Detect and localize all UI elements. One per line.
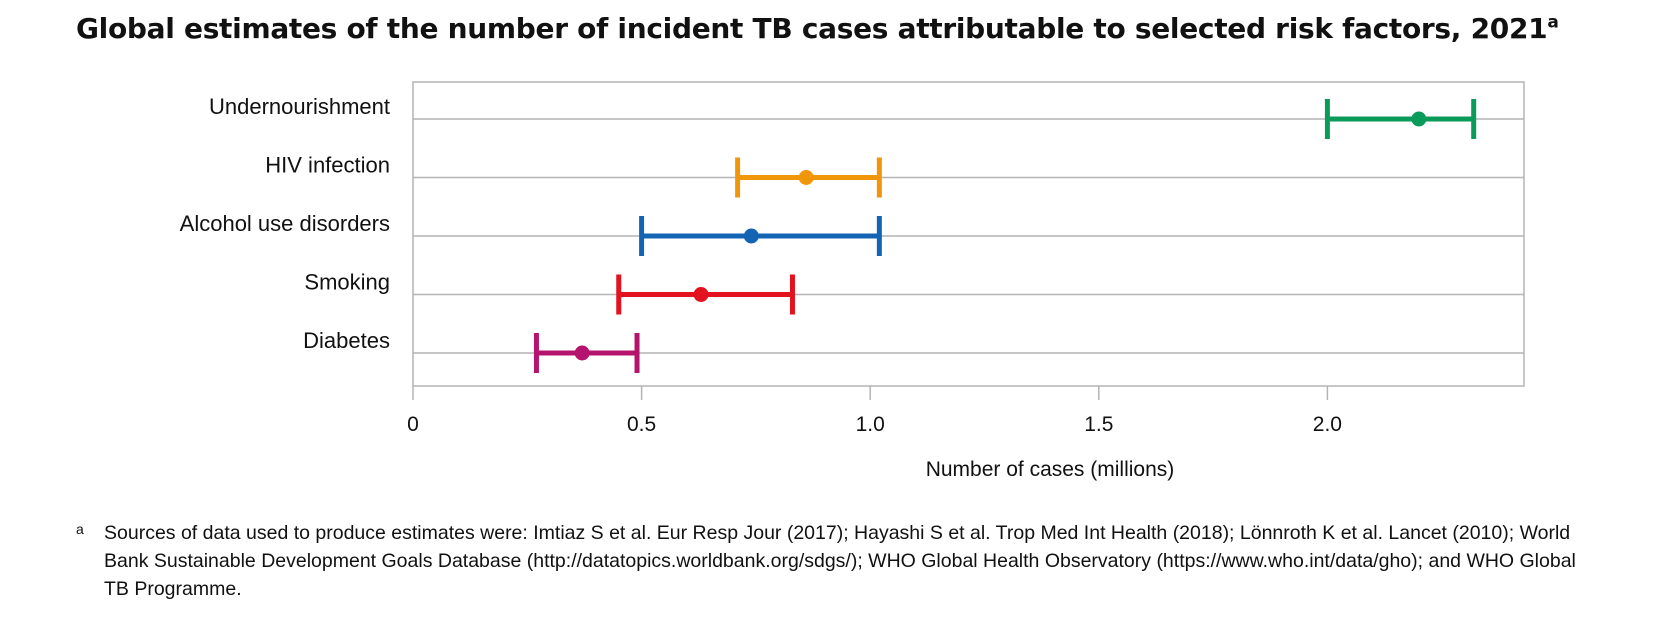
title-footnote-marker: a [1547,12,1559,33]
best-estimate-point [743,228,759,244]
x-tick-label: 1.5 [1084,413,1113,436]
x-axis-label: Number of cases (millions) [926,458,1175,481]
y-tick-label: HIV infection [265,153,390,178]
y-tick-label: Diabetes [303,328,390,353]
x-tick-label: 0 [407,413,419,436]
estimate-mark [1324,99,1477,139]
y-tick-label: Smoking [304,270,390,295]
y-tick-label: Alcohol use disorders [180,211,390,236]
best-estimate-point [693,287,709,302]
footnote-marker: a [76,521,84,537]
best-estimate-point [798,170,814,185]
x-tick-label: 0.5 [627,413,656,436]
best-estimate-point [574,345,590,361]
x-axis-ticks: 0 0.5 1.0 1.5 2.0 [407,386,1342,436]
x-tick-label: 1.0 [856,413,885,436]
best-estimate-point [1411,111,1427,127]
footnote: a Sources of data used to produce estima… [76,519,1576,603]
estimate-mark [533,333,640,373]
footnote-text: Sources of data used to produce estimate… [104,522,1576,600]
estimate-mark [735,157,882,198]
estimate-mark [639,216,882,256]
estimate-marks [533,99,1477,373]
estimate-mark [616,274,795,315]
plot-area-frame [412,81,1525,387]
risk-factor-chart: Undernourishment HIV infection Alcohol use… [180,81,1525,481]
chart-title: Global estimates of the number of incide… [76,12,1559,45]
x-tick-label: 2.0 [1313,413,1342,436]
gridlines [413,118,1524,354]
chart-title-text: Global estimates of the number of incide… [76,12,1548,45]
y-tick-label: Undernourishment [209,94,390,119]
y-axis-category-labels: Undernourishment HIV infection Alcohol use… [180,94,390,353]
